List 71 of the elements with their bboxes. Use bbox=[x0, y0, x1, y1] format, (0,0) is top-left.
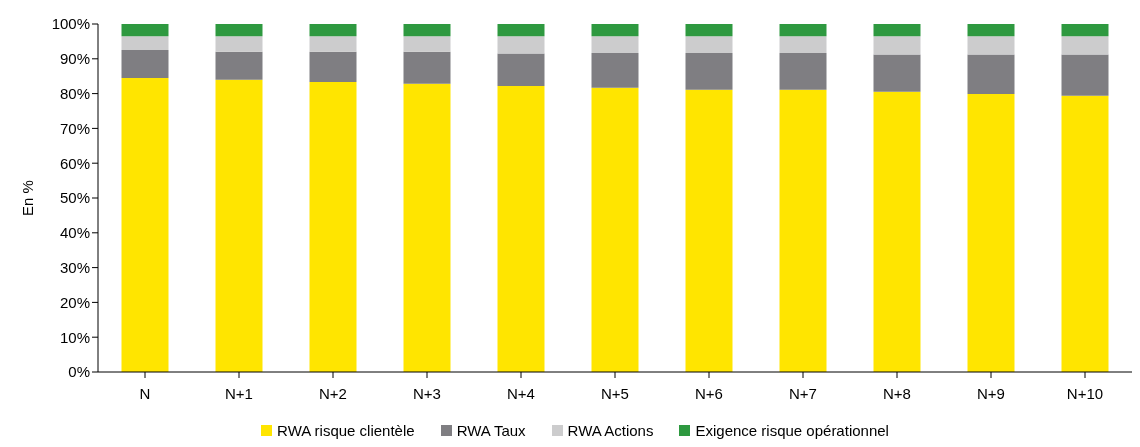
bar bbox=[215, 36, 263, 52]
bar bbox=[591, 36, 639, 53]
bar bbox=[591, 87, 639, 372]
y-tick-label: 80% bbox=[59, 84, 90, 102]
y-tick-label: 100% bbox=[51, 15, 90, 33]
x-tick-label: N+10 bbox=[1066, 384, 1104, 402]
x-tick-label: N+6 bbox=[695, 384, 723, 402]
y-tick-label: 70% bbox=[59, 119, 90, 137]
bar bbox=[1061, 36, 1109, 55]
bar bbox=[873, 36, 921, 55]
bar bbox=[779, 24, 827, 37]
bar bbox=[591, 52, 639, 88]
bar bbox=[121, 24, 169, 37]
bar bbox=[591, 24, 639, 37]
bar bbox=[1061, 24, 1109, 37]
bar bbox=[967, 54, 1015, 94]
bar bbox=[215, 51, 263, 80]
x-tick-label: N+9 bbox=[977, 384, 1005, 402]
bar bbox=[121, 50, 169, 78]
bar bbox=[403, 36, 451, 52]
x-tick-label: N+1 bbox=[225, 384, 253, 402]
bar bbox=[685, 36, 733, 53]
x-tick-label: N+3 bbox=[413, 384, 441, 402]
y-tick-label: 60% bbox=[59, 154, 90, 172]
y-tick-label: 20% bbox=[59, 293, 90, 311]
bar bbox=[309, 36, 357, 52]
bar bbox=[309, 82, 357, 372]
bar bbox=[309, 51, 357, 83]
bar bbox=[403, 51, 451, 84]
bar bbox=[967, 36, 1015, 55]
bar bbox=[685, 52, 733, 90]
bar bbox=[309, 24, 357, 37]
legend-label: RWA risque clientèle bbox=[277, 422, 415, 439]
y-tick-label: 0% bbox=[68, 363, 90, 381]
bar bbox=[873, 91, 921, 372]
legend-label: Exigence risque opérationnel bbox=[695, 422, 889, 439]
bar bbox=[403, 83, 451, 372]
x-tick-label: N+4 bbox=[507, 384, 535, 402]
x-tick-label: N+5 bbox=[601, 384, 629, 402]
legend-label: RWA Actions bbox=[567, 422, 654, 439]
bar bbox=[403, 24, 451, 37]
y-tick-label: 40% bbox=[59, 224, 90, 242]
bar bbox=[779, 36, 827, 53]
bar bbox=[873, 54, 921, 92]
y-tick-label: 50% bbox=[59, 189, 90, 207]
bar bbox=[779, 52, 827, 90]
legend-label: RWA Taux bbox=[456, 422, 526, 439]
bar bbox=[215, 79, 263, 372]
x-tick-label: N+2 bbox=[319, 384, 347, 402]
bar bbox=[685, 89, 733, 372]
bar bbox=[497, 53, 545, 86]
x-tick-label: N+8 bbox=[883, 384, 911, 402]
x-tick-label: N+7 bbox=[789, 384, 817, 402]
bar bbox=[685, 24, 733, 37]
bar bbox=[1061, 95, 1109, 372]
bar bbox=[121, 36, 169, 51]
bar bbox=[121, 77, 169, 372]
bar bbox=[497, 24, 545, 37]
bar bbox=[779, 89, 827, 372]
bar bbox=[497, 85, 545, 372]
y-axis-title: En % bbox=[19, 180, 37, 216]
y-tick-label: 10% bbox=[59, 328, 90, 346]
bar bbox=[497, 36, 545, 54]
y-tick-label: 30% bbox=[59, 258, 90, 276]
bar bbox=[1061, 54, 1109, 96]
bar bbox=[967, 24, 1015, 37]
y-tick-label: 90% bbox=[59, 50, 90, 68]
bar bbox=[873, 24, 921, 37]
x-tick-label: N bbox=[139, 384, 151, 402]
bar bbox=[967, 93, 1015, 372]
bar bbox=[215, 24, 263, 37]
